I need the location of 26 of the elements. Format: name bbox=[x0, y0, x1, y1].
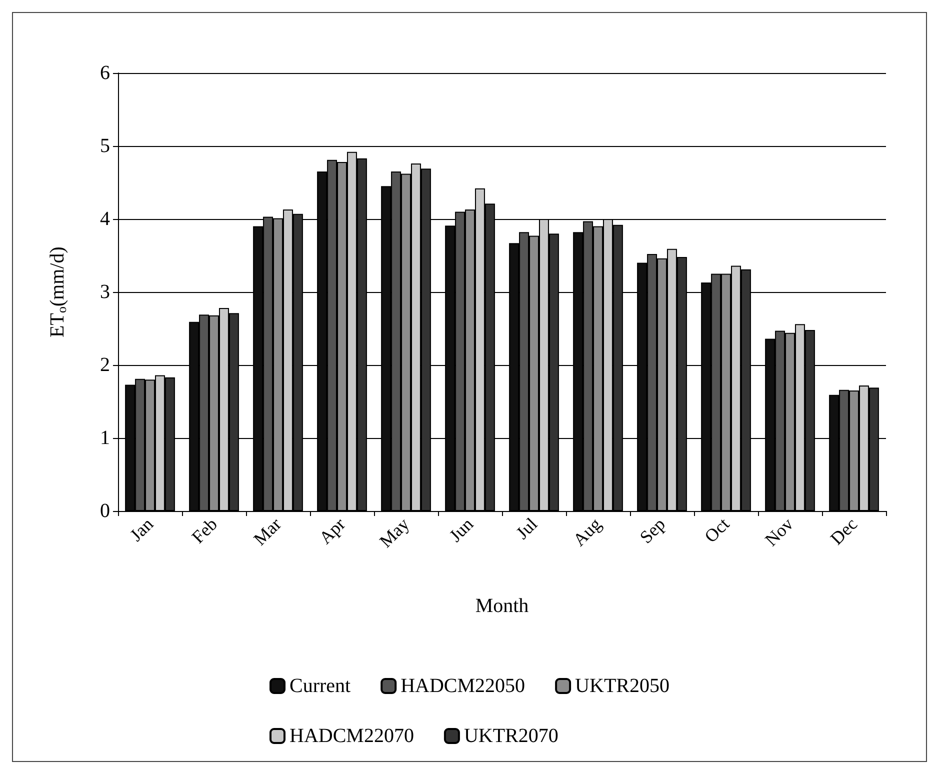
legend-label: HADCM22050 bbox=[400, 675, 526, 697]
x-tick-label: Nov bbox=[761, 514, 798, 550]
x-tick-label: Sep bbox=[636, 514, 670, 548]
legend-label: Current bbox=[290, 675, 352, 697]
x-axis-title: Month bbox=[475, 595, 529, 617]
x-tick-label: Mar bbox=[250, 514, 286, 550]
x-tick-label: Jun bbox=[445, 514, 478, 546]
y-tick-label: 5 bbox=[100, 135, 110, 157]
y-tick-label: 0 bbox=[100, 500, 110, 522]
legend-label: UKTR2070 bbox=[464, 725, 558, 747]
y-tick-label: 4 bbox=[100, 208, 110, 230]
x-tick-label: Aug bbox=[569, 514, 606, 550]
legend-label: UKTR2050 bbox=[575, 675, 670, 697]
x-tick-label: Oct bbox=[700, 514, 734, 546]
x-tick-label: Jul bbox=[512, 514, 542, 543]
x-tick-label: Dec bbox=[826, 514, 862, 549]
y-tick-label: 6 bbox=[100, 62, 110, 84]
x-tick-label: May bbox=[376, 514, 414, 552]
y-axis-title: ETo(mm/d) bbox=[46, 246, 69, 338]
y-tick-label: 2 bbox=[100, 354, 110, 376]
y-tick-label: 1 bbox=[100, 427, 110, 449]
x-tick-label: Feb bbox=[188, 514, 222, 548]
legend-label: HADCM22070 bbox=[290, 725, 414, 747]
x-tick-label: Jan bbox=[126, 514, 158, 546]
y-tick-label: 3 bbox=[100, 281, 110, 303]
x-tick-label: Apr bbox=[315, 514, 350, 548]
